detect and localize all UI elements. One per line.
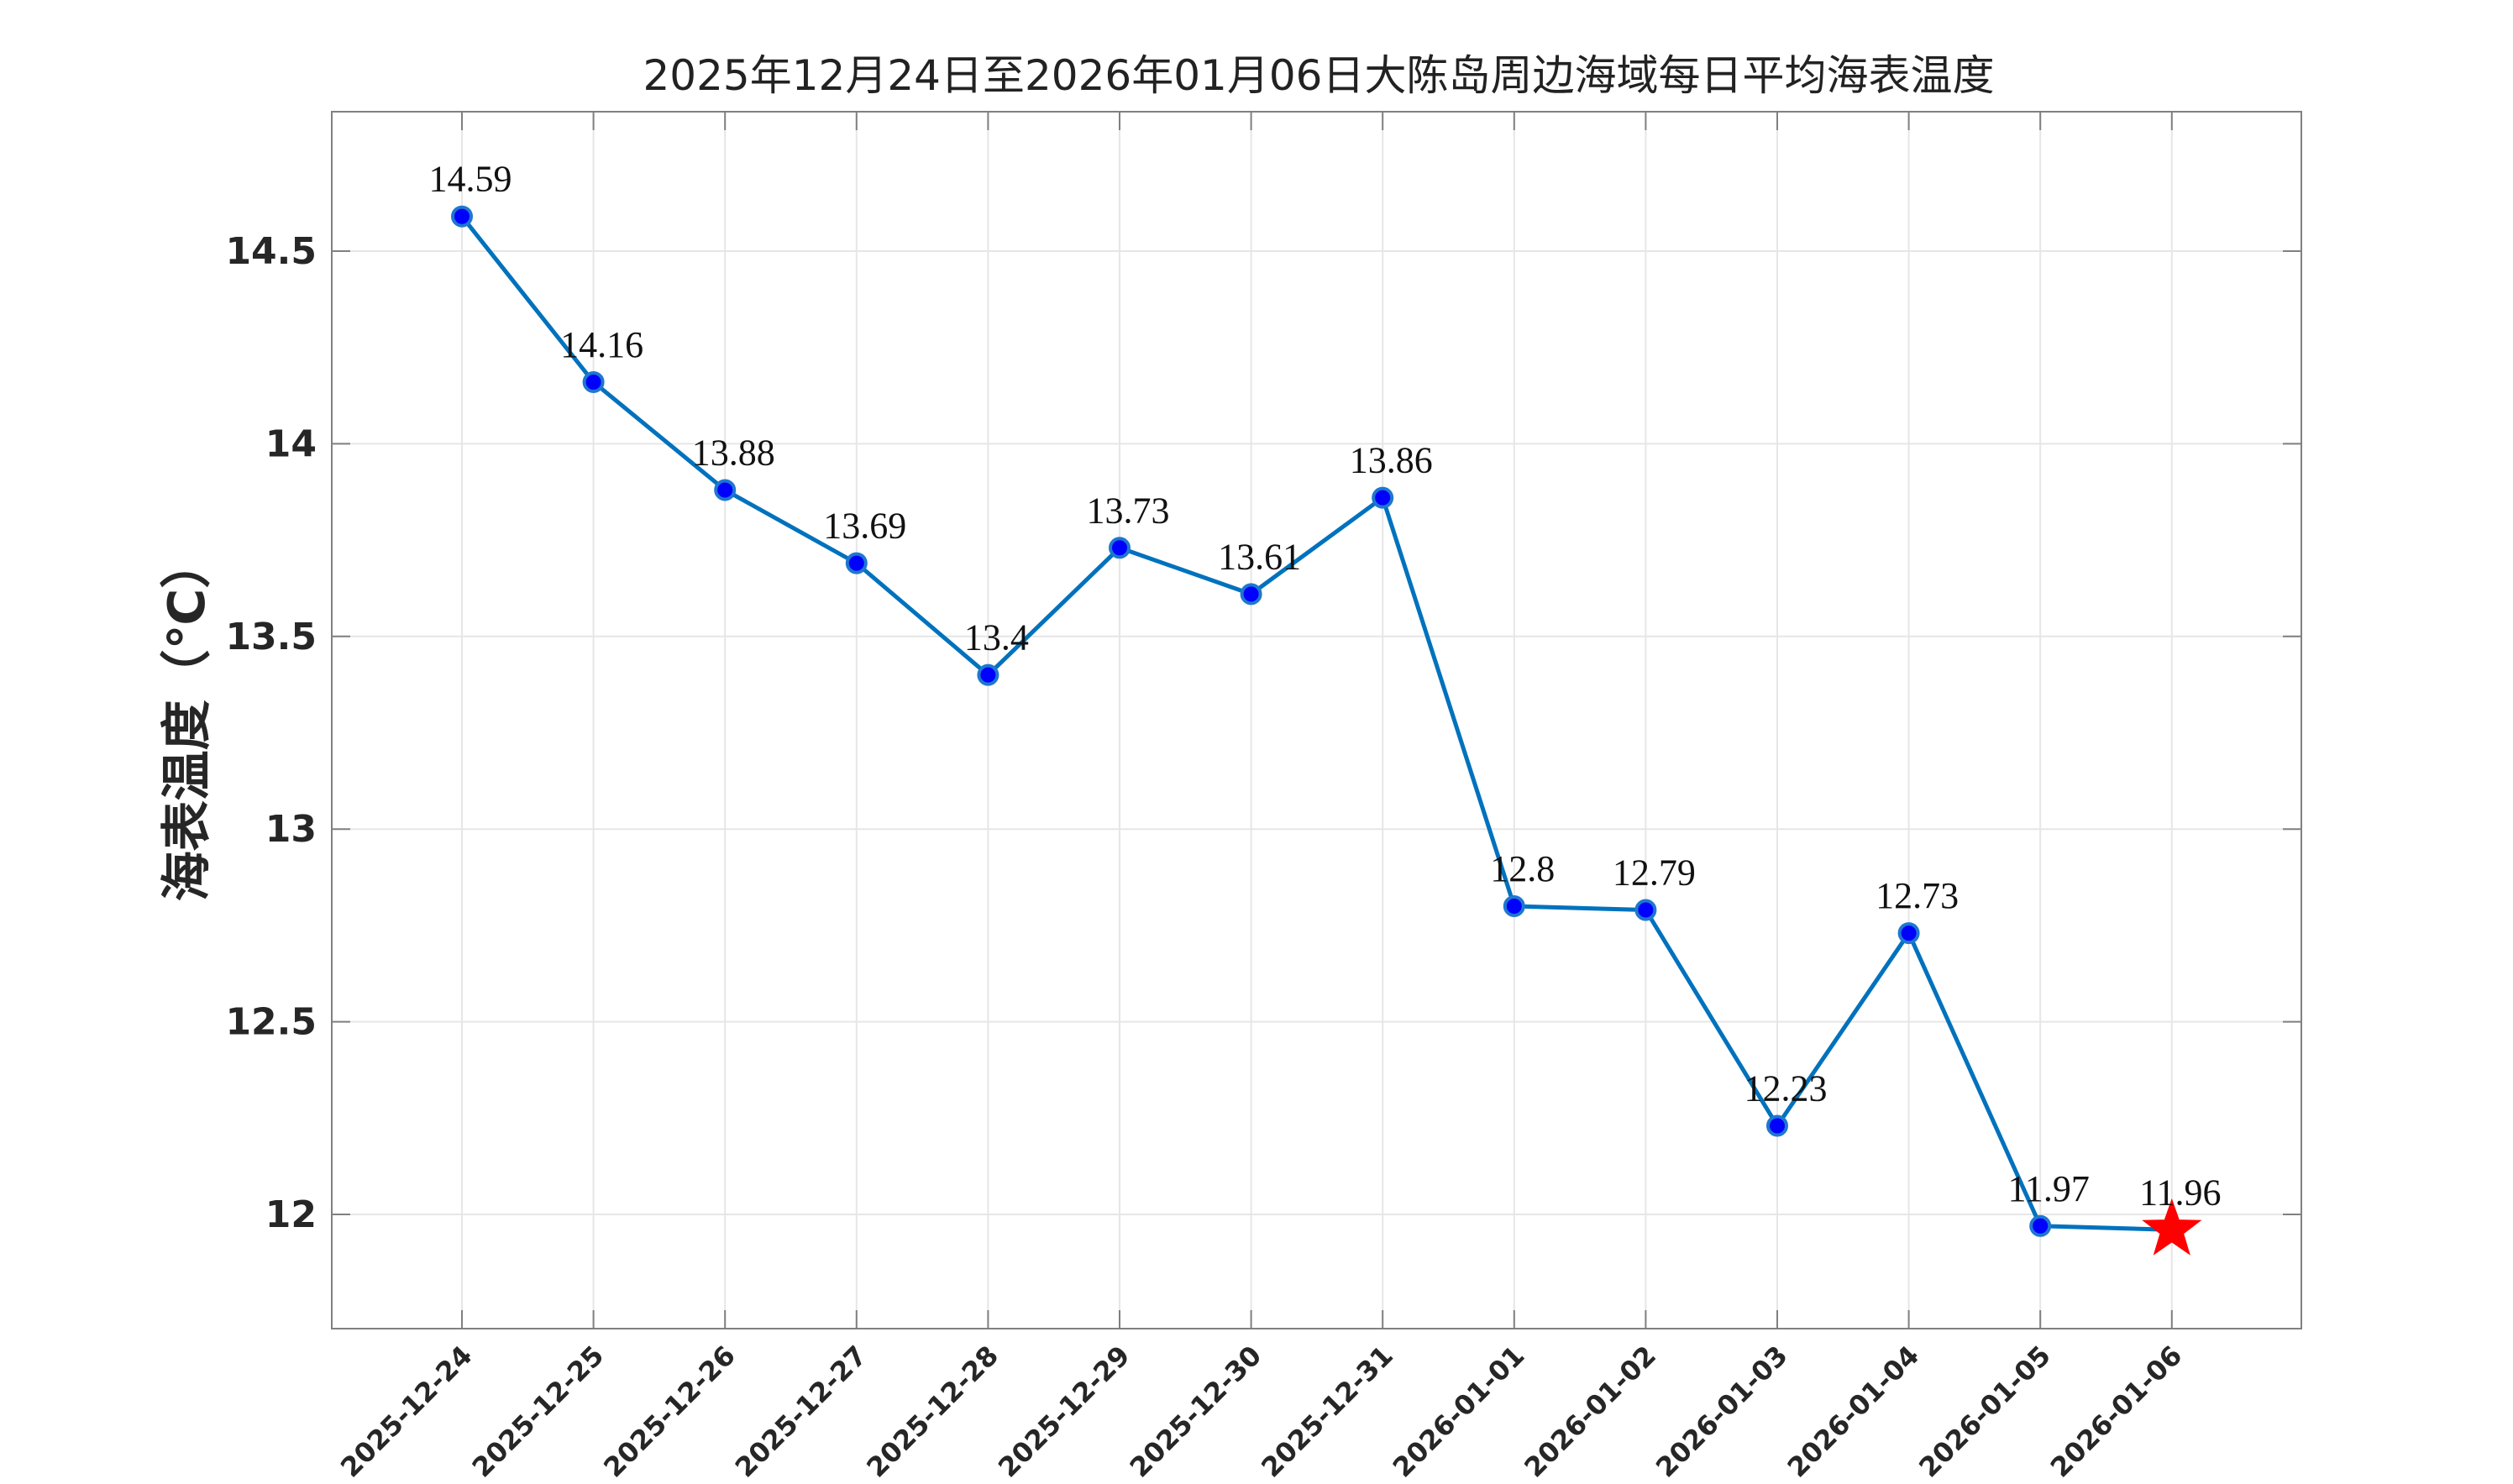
- data-label: 12.8: [1490, 848, 1555, 889]
- data-label: 13.61: [1218, 536, 1301, 577]
- x-tick-label: 2026-01-03: [1650, 1340, 1794, 1484]
- data-point: [1897, 922, 1920, 945]
- y-tick-label: 14.5: [225, 230, 317, 273]
- data-point: [977, 663, 999, 686]
- y-tick-label: 12.5: [225, 1001, 317, 1044]
- data-label: 12.23: [1744, 1067, 1828, 1109]
- y-tick-label: 13.5: [225, 616, 317, 658]
- x-tick-label: 2025-12-27: [729, 1340, 874, 1484]
- x-tick-label: 2026-01-02: [1518, 1340, 1662, 1484]
- data-label: 11.97: [2008, 1168, 2090, 1209]
- data-point: [1240, 583, 1262, 606]
- x-axis-tick-labels: 2025-12-242025-12-252025-12-262025-12-27…: [334, 1340, 2188, 1484]
- series-line: [460, 215, 2172, 1232]
- data-point: [2029, 1214, 2052, 1237]
- data-label: 13.86: [1350, 440, 1433, 481]
- x-tick-label: 2025-12-31: [1255, 1340, 1399, 1484]
- data-label: 13.4: [964, 617, 1029, 658]
- data-point: [1503, 894, 1525, 917]
- data-label: 14.16: [560, 324, 643, 365]
- data-point: [1372, 486, 1394, 509]
- plot-area-frame: [331, 111, 2302, 1329]
- x-tick-label: 2025-12-28: [860, 1340, 1005, 1484]
- data-point: [1766, 1114, 1788, 1137]
- x-tick-label: 2025-12-26: [597, 1340, 742, 1484]
- data-label: 11.96: [2139, 1172, 2221, 1213]
- x-tick-label: 2026-01-04: [1781, 1340, 1926, 1484]
- data-label: 12.79: [1613, 852, 1696, 894]
- data-point: [451, 205, 473, 228]
- data-point: [1634, 899, 1657, 921]
- data-label: 14.59: [429, 159, 512, 200]
- y-tick-label: 12: [265, 1193, 317, 1236]
- data-point: [582, 370, 605, 393]
- x-tick-label: 2026-01-06: [2044, 1340, 2189, 1484]
- data-point: [845, 552, 868, 574]
- data-point: [714, 479, 737, 501]
- data-label: 13.73: [1087, 490, 1170, 531]
- data-label: 13.69: [823, 506, 906, 547]
- latest-point-star: [2142, 1198, 2202, 1256]
- x-tick-label: 2025-12-25: [466, 1340, 611, 1484]
- series-temperature: [451, 205, 2202, 1256]
- x-tick-label: 2025-12-30: [1124, 1340, 1268, 1484]
- y-tick-label: 13: [265, 808, 317, 851]
- axis-ticks: [332, 112, 2301, 1329]
- x-tick-label: 2025-12-29: [992, 1340, 1136, 1484]
- grid-lines: [332, 112, 2301, 1329]
- data-label: 13.88: [692, 432, 775, 473]
- x-tick-label: 2026-01-01: [1387, 1340, 1531, 1484]
- data-label: 12.73: [1876, 875, 1959, 916]
- y-axis-tick-labels: 12 12.5 13 13.5 14 14.5: [225, 230, 317, 1236]
- chart-title: 2025年12月24日至2026年01月06日大陈岛周边海域每日平均海表温度: [643, 51, 1995, 100]
- y-axis-label: 海表温度（℃）: [158, 538, 217, 902]
- y-tick-label: 14: [265, 422, 317, 465]
- data-labels: 14.59 14.16 13.88 13.69 13.4 13.73 13.61 13.86 1…: [429, 159, 2222, 1214]
- data-point: [1109, 537, 1131, 559]
- x-tick-label: 2025-12-24: [334, 1340, 479, 1484]
- x-tick-label: 2026-01-05: [1912, 1340, 2057, 1484]
